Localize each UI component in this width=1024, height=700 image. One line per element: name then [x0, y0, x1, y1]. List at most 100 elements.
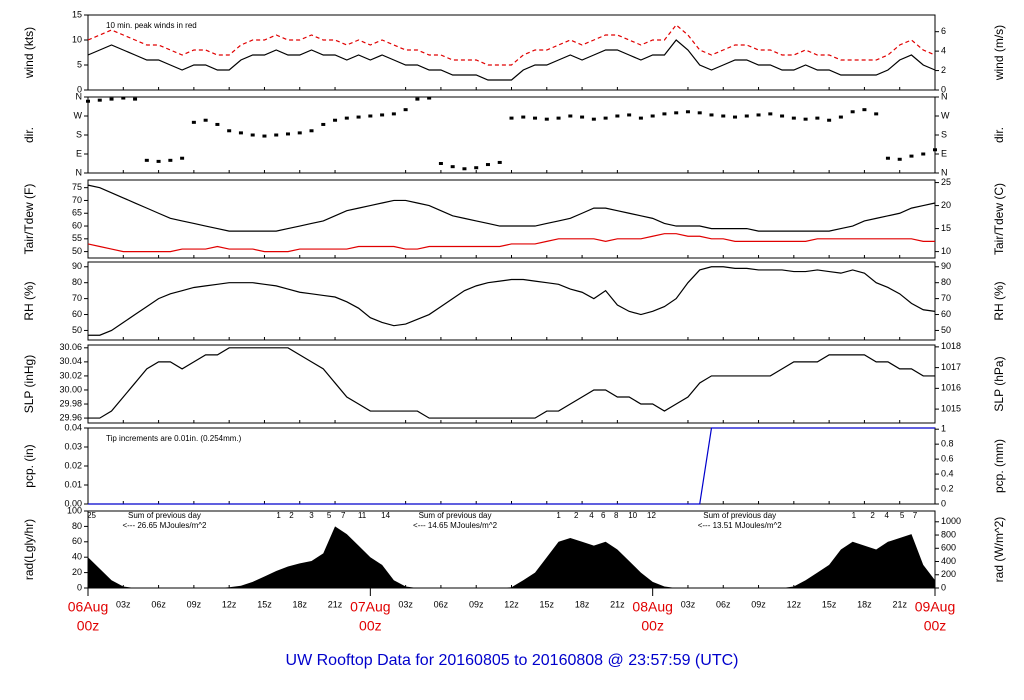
y2-tick-label: 1000: [941, 516, 961, 526]
y-tick-label: 30.06: [59, 342, 82, 352]
y-tick-label: 50: [72, 325, 82, 335]
dir-point: [921, 152, 926, 156]
dir-point: [533, 116, 538, 120]
y-tick-label: 30.00: [59, 384, 82, 394]
panel-frame: [87, 14, 936, 91]
dir-point: [215, 122, 220, 126]
y-tick-label: 100: [67, 505, 82, 515]
dir-point: [86, 99, 90, 103]
dir-point: [591, 117, 596, 121]
y-axis-label: RH (%): [22, 281, 36, 320]
hour-mark: 2: [870, 511, 875, 520]
y-tick-label: 0.04: [64, 422, 82, 432]
day-label: 09Aug: [915, 599, 955, 615]
y-tick-label: 60: [72, 536, 82, 546]
day-label: 00z: [641, 618, 664, 634]
panel-frame: [87, 344, 936, 424]
dir-point: [427, 96, 432, 100]
y-tick-label: 60: [72, 309, 82, 319]
annotation: 10 min. peak winds in red: [106, 21, 197, 30]
dir-point: [874, 112, 879, 116]
y2-tick-label: 25: [941, 177, 951, 187]
dir-point: [438, 162, 443, 165]
wind-line: [87, 39, 936, 81]
dir-point: [203, 118, 208, 122]
dir-point: [568, 114, 573, 118]
y-tick-label: 0.00: [64, 498, 82, 508]
y-tick-label: 55: [72, 233, 82, 243]
y-tick-label: 30.02: [59, 370, 82, 380]
dir-point: [380, 113, 385, 117]
y-tick-label: 50: [72, 246, 82, 256]
hour-mark: 1: [556, 511, 561, 520]
dir-point: [97, 98, 102, 102]
dir-point: [521, 115, 526, 119]
y2-tick-label: 0.6: [941, 453, 954, 463]
y2-axis-label: SLP (hPa): [992, 356, 1006, 411]
dir-point: [697, 111, 702, 115]
y-tick-label: W: [74, 110, 83, 120]
dir-point: [815, 116, 820, 120]
y2-axis-label: rad (W/m^2): [992, 517, 1006, 583]
x-tick-label: 12z: [222, 599, 237, 609]
dir-point: [356, 115, 361, 119]
y-axis-label: dir.: [22, 127, 36, 143]
x-tick-label: 15z: [257, 599, 272, 609]
y2-tick-label: 1: [941, 424, 946, 434]
y-axis-label: Tair/Tdew (F): [22, 184, 36, 255]
y-tick-label: 40: [72, 552, 82, 562]
y-tick-label: 0: [77, 582, 82, 592]
hour-mark: 1: [276, 511, 281, 520]
day-label: 08Aug: [632, 599, 672, 615]
annotation: Sum of previous day: [419, 511, 492, 520]
day-label: 00z: [77, 618, 100, 634]
y-tick-label: 0: [77, 84, 82, 94]
hour-mark: 5: [900, 511, 905, 520]
hour-mark: 1: [852, 511, 857, 520]
dir-point: [909, 154, 914, 158]
dir-point: [615, 114, 620, 118]
dir-point: [321, 122, 326, 126]
hour-mark: 25: [87, 511, 96, 520]
y2-axis-label: wind (m/s): [992, 25, 1006, 81]
dir-point: [403, 108, 408, 112]
y2-tick-label: 400: [941, 556, 956, 566]
pcp-line: [88, 427, 935, 505]
dir-point: [121, 96, 126, 100]
panel-frame: [87, 261, 936, 341]
x-tick-label: 21z: [892, 599, 907, 609]
dir-point: [250, 133, 255, 137]
chart-title: UW Rooftop Data for 20160805 to 20160808…: [286, 652, 739, 669]
dir-point: [309, 129, 314, 133]
dir-point: [509, 116, 514, 120]
y2-tick-label: 600: [941, 543, 956, 553]
dir-point: [685, 110, 690, 114]
y2-tick-label: 90: [941, 261, 951, 271]
x-tick-label: 09z: [187, 599, 202, 609]
panel-frame: [87, 96, 936, 174]
RH-line: [88, 266, 936, 336]
y-tick-label: 80: [72, 521, 82, 531]
dir-point: [415, 97, 420, 101]
dir-point: [791, 116, 796, 120]
x-tick-label: 03z: [398, 599, 413, 609]
y2-tick-label: E: [941, 148, 947, 158]
dir-point: [133, 97, 138, 101]
y2-tick-label: 50: [941, 325, 951, 335]
y-tick-label: 0.03: [64, 441, 82, 451]
dir-point: [768, 112, 773, 116]
annotation: Sum of previous day: [128, 511, 201, 520]
y2-tick-label: 1018: [941, 341, 961, 351]
y-tick-label: 29.98: [59, 398, 82, 408]
y2-tick-label: 1017: [941, 362, 961, 372]
Tdew-line: [87, 233, 935, 253]
x-tick-label: 18z: [857, 599, 872, 609]
Tair-line: [87, 184, 936, 232]
hour-mark: 5: [327, 511, 332, 520]
y-tick-label: 80: [72, 277, 82, 287]
dir-point: [862, 108, 867, 112]
annotation: Sum of previous day: [703, 511, 776, 520]
hour-mark: 4: [885, 511, 890, 520]
dir-point: [627, 113, 632, 117]
